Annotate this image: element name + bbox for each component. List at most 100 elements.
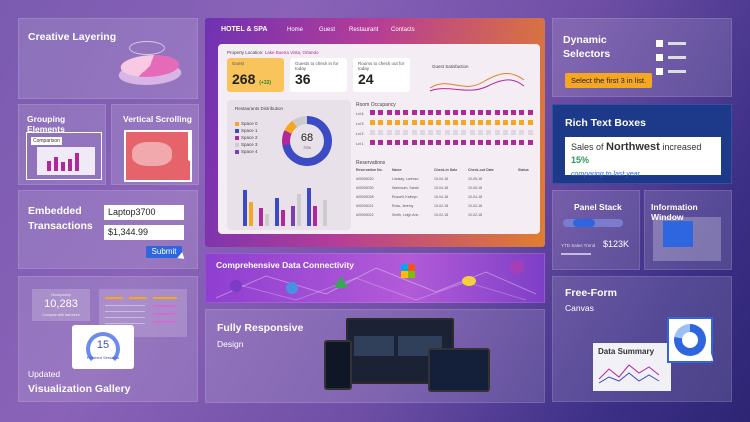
world-map-icon: [132, 142, 172, 166]
occupancy-cell: [461, 120, 467, 125]
nav-guest[interactable]: Guest: [319, 27, 336, 33]
occupancy-cell: [428, 120, 434, 125]
network-lines: [215, 267, 537, 301]
kpi-guest: Guest 268 (+32): [227, 58, 284, 92]
nav-restaurant[interactable]: Restaurant: [349, 27, 379, 33]
occupancy-cell: [419, 110, 425, 115]
occupancy-cell: [494, 140, 500, 145]
tile-grouping[interactable]: Grouping Elements Comparison: [18, 104, 106, 185]
donut-icon[interactable]: [667, 317, 713, 363]
price-input[interactable]: $1,344.99: [104, 225, 184, 240]
kpi-checkout: Rooms to check out for today 24: [353, 58, 410, 92]
scroll-map-panel: [124, 130, 192, 182]
occupancy-cell: [461, 110, 467, 115]
occupancy-cell: [403, 140, 409, 145]
occupancy-cell: [527, 130, 533, 135]
tile-vertical-scrolling[interactable]: Vertical Scrolling: [111, 104, 199, 185]
tooltip: Select the first 3 in list.: [565, 73, 653, 88]
occupancy-cell: [378, 130, 384, 135]
tile-information-window[interactable]: Information Window: [644, 190, 732, 270]
summary-chart: [598, 364, 660, 384]
donut-chart: 68 72%: [282, 116, 332, 166]
occupancy-cell: [494, 130, 500, 135]
occupancy-cell: [370, 120, 375, 125]
tile-title: Fully Responsive: [217, 322, 304, 334]
occupancy-cell: [469, 120, 475, 125]
occupancy-cell: [444, 110, 450, 115]
occupancy-cell: [378, 110, 384, 115]
occupancy-cell: [386, 140, 392, 145]
reservations-title: Reservations: [356, 160, 386, 166]
tile-dynamic-selectors[interactable]: Dynamic Selectors Select the first 3 in …: [552, 18, 732, 97]
occupancy-cell: [486, 110, 492, 115]
scrollbar[interactable]: [188, 131, 192, 161]
checkbox-list: [653, 35, 713, 85]
nav-contacts[interactable]: Contacts: [391, 27, 415, 33]
reservations-header: Reservation No. Name Check-in Date Check…: [356, 168, 529, 172]
table-row[interactable]: #00000030 Walmsum, Sarah 10-04-18 10-05-18: [356, 186, 483, 190]
kpi-label: Occupancy: [50, 292, 71, 297]
table-row[interactable]: #00000020 Lindsay, Lorenzo 10-04-18 10-05-1…: [356, 177, 483, 181]
occupancy-cell: [461, 130, 467, 135]
rich-text-box[interactable]: Sales of Northwest increased 15% compari…: [565, 137, 721, 178]
occupancy-cell: [519, 110, 525, 115]
panel-value: $123K: [603, 239, 630, 249]
occupancy-cell: [477, 110, 483, 115]
hotel-dashboard: HOTEL & SPA Home Guest Restaurant Contac…: [205, 18, 545, 247]
kpi-value: 10,283: [44, 298, 78, 310]
satisfaction-lines: [429, 73, 525, 92]
tile-title: Free-Form: [565, 287, 617, 299]
product-input[interactable]: Laptop3700: [104, 205, 184, 220]
occupancy-cell: [394, 140, 400, 145]
checkbox-icon[interactable]: [656, 40, 663, 47]
windows-icon: [401, 264, 415, 278]
tile-subtitle: Design: [217, 339, 244, 349]
table-row[interactable]: #00000021 Ross, Jeremy 10-02-18 10-02-18: [356, 204, 483, 208]
occupancy-cell: [403, 130, 409, 135]
toggle-switch[interactable]: [563, 219, 623, 227]
occupancy-cell: [419, 120, 425, 125]
bar-plate-icon: [129, 41, 165, 55]
occupancy-cell: [394, 130, 400, 135]
tile-embedded-transactions[interactable]: Embedded Transactions Laptop3700 $1,344.…: [18, 190, 198, 269]
tile-data-connectivity[interactable]: Comprehensive Data Connectivity: [205, 253, 545, 303]
kpi-guest-value: 268 (+32): [232, 71, 272, 87]
submit-button[interactable]: Submit: [146, 246, 182, 258]
occupancy-cell: [519, 130, 525, 135]
nav-home[interactable]: Home: [287, 27, 304, 33]
occupancy-cell: [403, 120, 409, 125]
hadoop-icon: [462, 276, 476, 286]
occupancy-cell: [444, 140, 450, 145]
tile-visualization-gallery[interactable]: Occupancy 10,283 Compare with last week …: [18, 276, 198, 402]
tile-title: Dynamic Selectors: [563, 34, 611, 60]
occupancy-cell: [511, 130, 517, 135]
satisfaction-label: Guest Satisfaction: [432, 64, 469, 69]
tile-panel-stack[interactable]: Panel Stack YTD Sales Trend $123K: [552, 190, 640, 270]
occupancy-cell: [378, 120, 384, 125]
tile-creative-layering[interactable]: Creative Layering: [18, 18, 198, 99]
comparison-label: Comparison: [31, 137, 62, 145]
drive-icon: [334, 276, 348, 288]
table-row[interactable]: #00000028 Russell, Kathryn 10-04-18 10-04-1…: [356, 195, 483, 199]
tile-fully-responsive[interactable]: Fully Responsive Design: [205, 309, 545, 403]
occupancy-cell: [403, 110, 409, 115]
gauge-card: 15 Finished Sessions: [72, 325, 134, 369]
occupancy-cell: [370, 130, 375, 135]
occupancy-cell: [370, 110, 375, 115]
checkbox-icon[interactable]: [656, 68, 663, 75]
tile-title: Creative Layering: [28, 31, 117, 43]
panel-label: YTD Sales Trend: [561, 243, 596, 248]
tile-rich-text[interactable]: Rich Text Boxes Sales of Northwest incre…: [552, 104, 732, 184]
occupancy-cell: [477, 130, 483, 135]
tile-title: Panel Stack: [574, 202, 622, 212]
checkbox-icon[interactable]: [656, 54, 663, 61]
tile-free-form[interactable]: Free-Form Canvas Data Summary: [552, 276, 732, 402]
occupancy-title: Room Occupancy: [356, 102, 396, 108]
table-row[interactable]: #00000022 Smith, Leigh Ann 10-02-18 10-02-1…: [356, 213, 483, 217]
kpi-card: Occupancy 10,283 Compare with last week: [32, 289, 90, 321]
group-selection-box[interactable]: Comparison: [26, 132, 102, 180]
occupancy-cell: [453, 110, 458, 115]
restaurants-title: Restaurants Distribution: [235, 106, 284, 111]
summary-card: Data Summary: [593, 343, 671, 391]
occupancy-cell: [519, 140, 525, 145]
